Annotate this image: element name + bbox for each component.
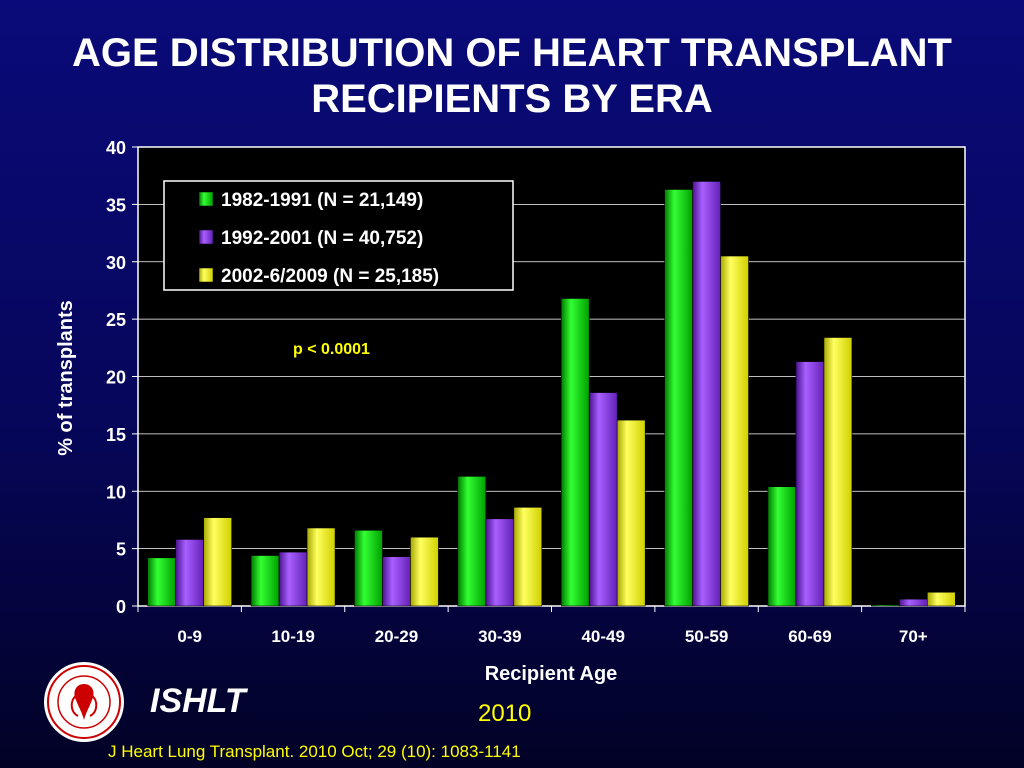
x-tick-label: 60-69	[788, 627, 831, 646]
bar-series-2	[382, 556, 411, 607]
bar-series-3	[720, 255, 749, 607]
bars	[147, 181, 956, 607]
bar-series-1	[457, 476, 487, 607]
y-tick-label: 5	[116, 540, 126, 560]
axes: 0 5 10 15 20 25 30 35 40 0-9 10-19 20-29 30-39 40-49 5…	[106, 138, 966, 646]
citation: J Heart Lung Transplant. 2010 Oct; 29 (1…	[108, 742, 521, 761]
y-tick-label: 10	[106, 482, 126, 502]
bar-series-3	[306, 527, 336, 607]
legend-label-2: 1992-2001 (N = 40,752)	[221, 228, 423, 249]
bar-series-2	[692, 181, 721, 607]
ishlt-label: ISHLT	[150, 682, 246, 720]
bar-series-2	[485, 518, 515, 607]
x-tick-label: 40-49	[581, 627, 624, 646]
legend-label-3: 2002-6/2009 (N = 25,185)	[221, 266, 439, 287]
bar-series-3	[823, 337, 853, 607]
ishlt-logo	[44, 662, 124, 742]
bar-series-1	[767, 486, 797, 607]
bar-series-1	[250, 555, 280, 607]
bar-series-2	[588, 392, 618, 607]
page-title: AGE DISTRIBUTION OF HEART TRANSPLANT REC…	[0, 30, 1024, 122]
y-tick-label: 25	[106, 310, 126, 330]
p-value-annotation: p < 0.0001	[293, 341, 370, 358]
bar-series-1	[147, 557, 176, 607]
bar-series-1	[560, 298, 590, 607]
bar-series-1	[354, 529, 383, 607]
year-label: 2010	[478, 700, 532, 727]
x-tick-label: 50-59	[685, 627, 728, 646]
bar-chart: 0 5 10 15 20 25 30 35 40 0-9 10-19 20-29 30-39 40-49 5…	[55, 138, 966, 685]
bar-series-2	[795, 361, 825, 607]
y-tick-label: 20	[106, 368, 126, 388]
bar-series-3	[616, 419, 646, 607]
legend-swatch-3	[198, 267, 214, 283]
y-tick-label: 40	[106, 138, 126, 158]
x-tick-label: 20-29	[375, 627, 418, 646]
y-axis-label: % of transplants	[55, 300, 77, 456]
bar-series-1	[871, 604, 900, 607]
bar-series-3	[513, 507, 543, 607]
y-tick-label: 15	[106, 425, 126, 445]
legend-box	[163, 180, 514, 291]
x-tick-label: 10-19	[271, 627, 314, 646]
title-line-1: AGE DISTRIBUTION OF HEART TRANSPLANT	[72, 31, 952, 75]
x-tick-label: 0-9	[177, 627, 202, 646]
bar-series-2	[899, 598, 928, 607]
x-tick-label: 70+	[899, 627, 928, 646]
bar-series-2	[278, 551, 308, 607]
legend-swatch-2	[198, 229, 214, 245]
title-line-2: RECIPIENTS BY ERA	[311, 77, 713, 121]
y-tick-label: 35	[106, 195, 126, 215]
x-tick-label: 30-39	[478, 627, 521, 646]
bar-series-3	[927, 591, 956, 607]
y-tick-label: 30	[106, 253, 126, 273]
y-tick-label: 0	[116, 597, 126, 617]
bar-series-1	[664, 189, 693, 607]
legend-swatch-1	[198, 191, 214, 207]
bar-series-2	[175, 539, 204, 607]
bar-series-3	[410, 536, 439, 607]
legend-label-1: 1982-1991 (N = 21,149)	[221, 190, 423, 211]
bar-series-3	[203, 517, 232, 607]
legend: 1982-1991 (N = 21,149) 1992-2001 (N = 40,…	[163, 180, 514, 291]
x-axis-label: Recipient Age	[485, 663, 618, 685]
